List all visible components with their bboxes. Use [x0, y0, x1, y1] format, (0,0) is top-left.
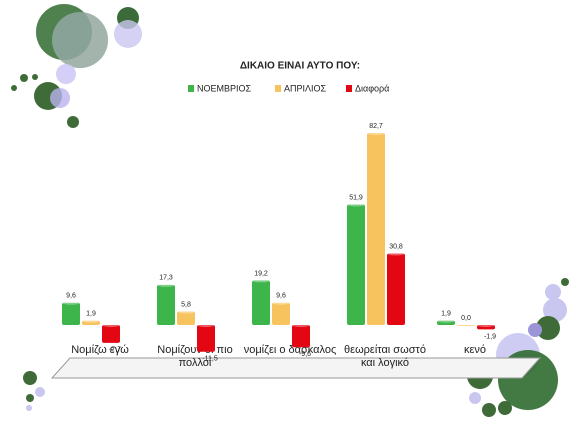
bar-cap [457, 323, 475, 327]
x-tick-label: κενό [463, 344, 487, 356]
bar [292, 325, 310, 348]
bar [197, 325, 215, 352]
bar [102, 325, 120, 343]
plot: Νομίζω εγώ 9,6 1,9 -7,7 Νομίζουν οι πιο πολλ… [62, 123, 496, 369]
data-label: 19,2 [254, 270, 268, 277]
legend-swatch [275, 85, 281, 92]
bar-cap [347, 202, 365, 207]
bar-cap [252, 278, 270, 283]
legend-swatch [346, 85, 352, 92]
x-tick-label-box: νομίζει ο δάσκαλος [243, 344, 337, 356]
legend-label: ΝΟΕΜΒΡΙΟΣ [197, 83, 252, 93]
bar [82, 320, 100, 325]
x-tick-label-box: Νομίζω εγώ [71, 344, 129, 356]
bar-cap [177, 309, 195, 314]
bar-cap [82, 318, 100, 323]
data-label: 0,0 [461, 315, 471, 322]
bar-cap [272, 300, 290, 305]
bar [157, 284, 175, 325]
x-tick-label: Νομίζω εγώ [71, 344, 129, 356]
bar [272, 302, 290, 325]
bar-cap [292, 323, 310, 327]
data-label: -9,6 [299, 351, 311, 358]
legend: ΝΟΕΜΒΡΙΟΣ ΑΠΡΙΛΙΟΣ Διαφορά [188, 83, 389, 93]
data-label: 17,3 [159, 275, 173, 282]
bar-cap [157, 282, 175, 287]
data-label: 1,9 [86, 310, 96, 317]
bar-cap [437, 318, 455, 323]
bar-cap [387, 251, 405, 256]
bar [457, 325, 475, 326]
bar [347, 204, 365, 325]
bar-cap [62, 300, 80, 305]
x-tick-label: Νομίζουν οι πιο πολλοί [157, 344, 233, 369]
x-tick-label: νομίζει ο δάσκαλος [243, 344, 337, 356]
bar-cap [367, 131, 385, 135]
data-label: 9,6 [276, 293, 286, 300]
bar-cap [102, 323, 120, 327]
data-label: 5,8 [181, 301, 191, 308]
bar [62, 302, 80, 325]
bar-cap [197, 323, 215, 327]
data-label: -11,5 [202, 356, 218, 363]
bar [477, 325, 495, 330]
bar [367, 133, 385, 325]
bar [252, 280, 270, 325]
x-tick-label: θεωρείται σωστό και λογικό [344, 344, 426, 369]
legend-swatch [188, 85, 194, 92]
x-tick-label-box: Νομίζουν οι πιο πολλοί [157, 344, 233, 369]
data-label: 51,9 [349, 194, 363, 201]
bar-cap [477, 323, 495, 327]
chart-title: ΔΙΚΑΙΟ ΕΙΝΑΙ ΑΥΤΟ ΠΟΥ: [240, 61, 360, 72]
data-label: 1,9 [441, 310, 451, 317]
legend-label: Διαφορά [355, 83, 389, 93]
data-label: -7,7 [109, 347, 121, 354]
data-label: 30,8 [389, 243, 403, 250]
legend-label: ΑΠΡΙΛΙΟΣ [284, 83, 327, 93]
bar [437, 320, 455, 325]
bar [177, 311, 195, 325]
x-tick-label-box: κενό [463, 344, 487, 356]
data-label: 82,7 [369, 123, 383, 130]
bar [387, 253, 405, 325]
decoration [11, 4, 569, 417]
data-label: 9,6 [66, 293, 76, 300]
data-label: -1,9 [484, 333, 496, 340]
x-tick-label-box: θεωρείται σωστό και λογικό [344, 344, 426, 369]
